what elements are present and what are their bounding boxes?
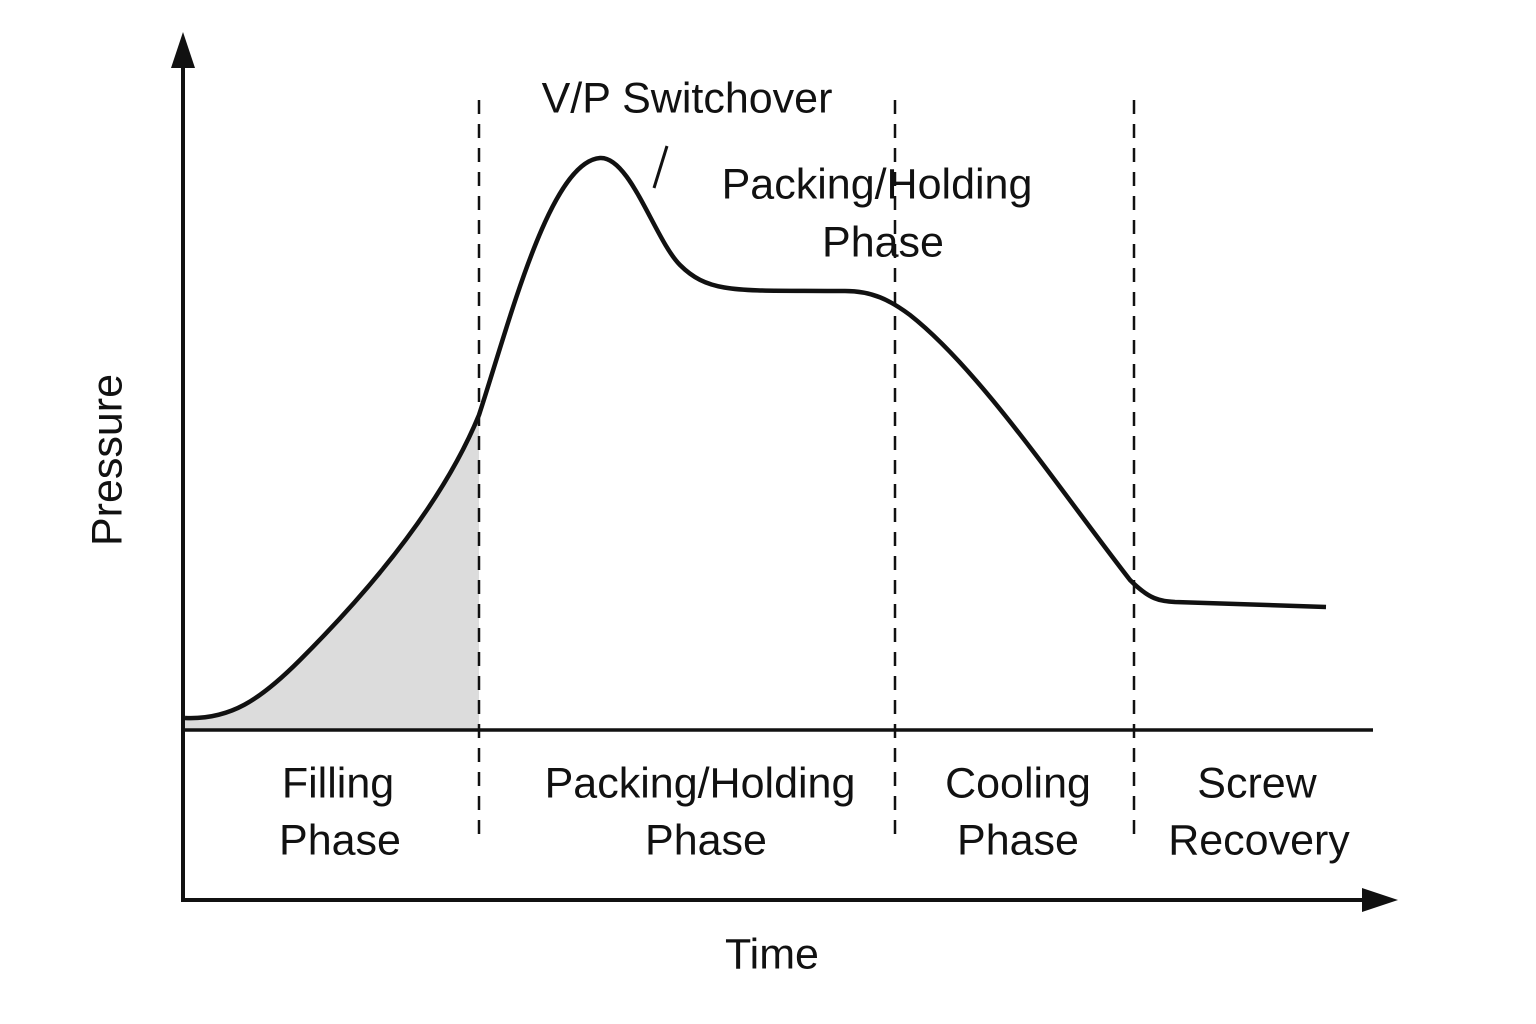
- phase-label: Phase: [957, 816, 1079, 864]
- phase-label: Cooling: [945, 759, 1091, 807]
- phase-label: Filling: [282, 759, 394, 807]
- pressure-curve: [184, 155, 1327, 721]
- annotation-pointer: [652, 145, 669, 189]
- y-axis-label: Pressure: [83, 374, 131, 546]
- annotation: V/P Switchover: [542, 74, 833, 122]
- phase-label: Phase: [279, 816, 401, 864]
- x-axis-label: Time: [725, 930, 819, 978]
- phase-label: Phase: [645, 816, 767, 864]
- annotation: Packing/Holding: [722, 160, 1033, 208]
- x-axis-arrow: [1362, 888, 1398, 912]
- filling-area: [185, 415, 479, 730]
- phase-label: Screw: [1197, 759, 1317, 807]
- y-axis-arrow: [171, 32, 195, 68]
- phase-dividers: [477, 100, 1136, 842]
- phase-label: Recovery: [1168, 816, 1350, 864]
- annotation: Phase: [822, 218, 944, 266]
- phase-label: Packing/Holding: [545, 759, 856, 807]
